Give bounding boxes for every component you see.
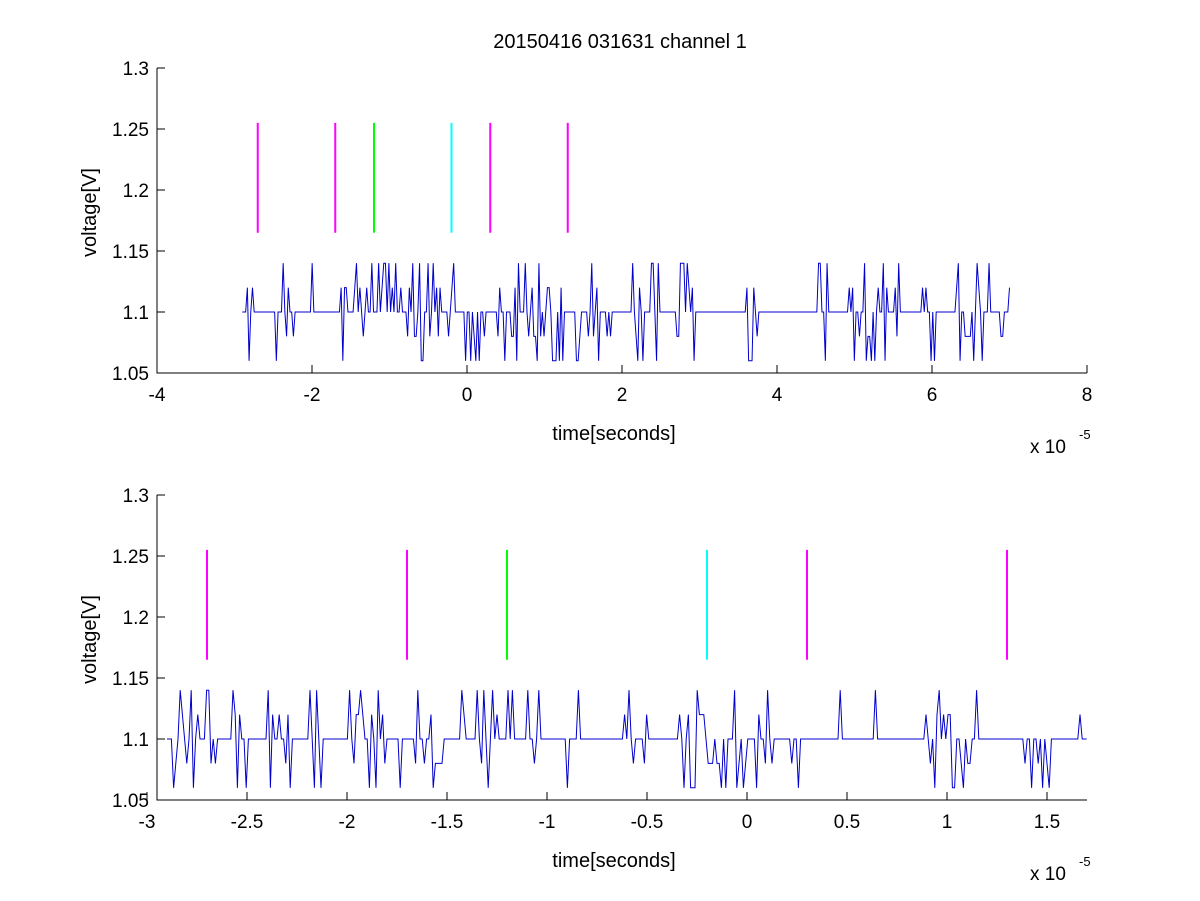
y-axis-label: voltage[V] (79, 168, 101, 257)
x-tick-label: 0 (742, 812, 753, 833)
x-axis-label: time[seconds] (552, 850, 675, 872)
x-tick-label: 1 (942, 812, 953, 833)
x-tick-label: -2.5 (231, 812, 264, 833)
y-tick-label: 1.3 (123, 486, 149, 507)
bottom-plot: 1.05 1.1 1.15 1.2 1.25 1.3 -3 -2.5 -2 -1.5 -1 -0.5 0… (79, 486, 1091, 885)
x-multiplier: x 10 (1030, 864, 1066, 885)
y-tick-label: 1.25 (112, 547, 149, 568)
y-tick-label: 1.1 (123, 303, 149, 324)
y-axis-label: voltage[V] (79, 595, 101, 684)
x-multiplier-exponent: -5 (1079, 854, 1091, 869)
x-tick-label: -2 (304, 385, 321, 406)
x-tick-label: 2 (617, 385, 628, 406)
axes-lines (156, 495, 1087, 801)
signal-line (242, 262, 1010, 362)
y-tick-label: 1.25 (112, 120, 149, 141)
y-tick-label: 1.15 (112, 242, 149, 263)
x-tick-label: -4 (149, 385, 166, 406)
x-tick-label: 1.5 (1034, 812, 1060, 833)
x-axis-label: time[seconds] (552, 423, 675, 445)
signal-line (167, 689, 1087, 789)
x-tick-label: -2 (339, 812, 356, 833)
x-tick-label: 6 (927, 385, 938, 406)
x-tick-label: 4 (772, 385, 783, 406)
chart-title: 20150416 031631 channel 1 (493, 31, 747, 53)
x-tick-label: -0.5 (631, 812, 664, 833)
y-tick-label: 1.1 (123, 730, 149, 751)
y-tick-label: 1.3 (123, 59, 149, 80)
x-tick-label: -1 (539, 812, 556, 833)
axes-lines (156, 68, 1087, 374)
top-plot: 1.05 1.1 1.15 1.2 1.25 1.3 -4 -2 0 2 4 6 8 time[secon… (79, 59, 1092, 458)
y-tick-label: 1.2 (123, 181, 149, 202)
x-tick-label: 8 (1082, 385, 1093, 406)
y-tick-label: 1.05 (112, 364, 149, 385)
y-tick-label: 1.05 (112, 791, 149, 812)
x-tick-label: 0 (462, 385, 473, 406)
x-tick-label: 0.5 (834, 812, 860, 833)
y-tick-label: 1.15 (112, 669, 149, 690)
x-tick-label: -1.5 (431, 812, 464, 833)
x-tick-label: -3 (139, 812, 156, 833)
x-multiplier-exponent: -5 (1079, 427, 1091, 442)
x-multiplier: x 10 (1030, 437, 1066, 458)
y-tick-label: 1.2 (123, 608, 149, 629)
